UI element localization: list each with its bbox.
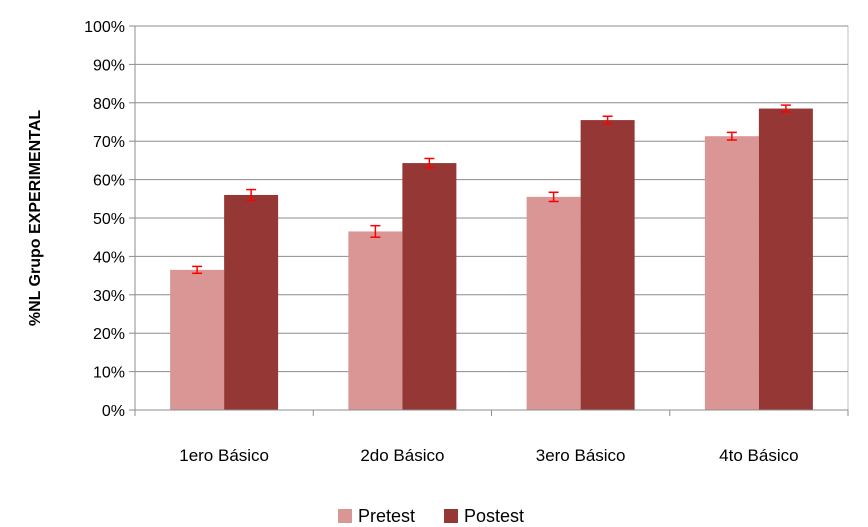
y-tick-label: 30% bbox=[93, 288, 125, 305]
bar-pretest bbox=[348, 231, 403, 410]
x-tick-label: 4to Básico bbox=[719, 446, 798, 465]
error-bars bbox=[192, 104, 791, 275]
bar-pretest bbox=[170, 269, 225, 410]
y-tick-label: 20% bbox=[93, 326, 125, 343]
bar-postest bbox=[580, 120, 635, 410]
y-tick-label: 60% bbox=[93, 173, 125, 190]
bars bbox=[170, 108, 813, 410]
legend: Pretest Postest bbox=[338, 506, 524, 526]
y-tick-label: 40% bbox=[93, 249, 125, 266]
bar-postest bbox=[758, 108, 813, 410]
x-axis-labels: 1ero Básico 2do Básico 3ero Básico 4to Bási… bbox=[179, 446, 798, 465]
bar-pretest bbox=[526, 196, 581, 410]
error-bar bbox=[246, 188, 257, 202]
y-tick-label: 90% bbox=[93, 57, 125, 74]
y-tick-label: 80% bbox=[93, 96, 125, 113]
legend-swatch bbox=[444, 509, 458, 523]
bar-postest bbox=[402, 163, 457, 410]
error-bar bbox=[192, 265, 203, 275]
error-bar bbox=[602, 115, 613, 125]
legend-item-pretest: Pretest bbox=[338, 506, 415, 526]
y-tick-label: 100% bbox=[84, 19, 125, 36]
error-bar bbox=[726, 131, 737, 141]
y-tick-label: 50% bbox=[93, 211, 125, 228]
bar-pretest bbox=[704, 136, 759, 410]
y-tick-label: 0% bbox=[102, 403, 125, 420]
error-bar bbox=[370, 224, 381, 238]
axes bbox=[134, 26, 849, 416]
x-tick-label: 1ero Básico bbox=[179, 446, 269, 465]
legend-label: Postest bbox=[464, 506, 524, 526]
x-tick-label: 3ero Básico bbox=[536, 446, 626, 465]
y-tick-label: 10% bbox=[93, 365, 125, 382]
error-bar bbox=[548, 191, 559, 203]
error-bar bbox=[780, 104, 791, 113]
y-axis-ticks: 0% 10% 20% 30% 40% 50% 60% 70% 80% 90% 100% bbox=[84, 19, 135, 420]
legend-item-postest: Postest bbox=[444, 506, 524, 526]
y-axis-title: %NL Grupo EXPERIMENTAL bbox=[27, 110, 44, 327]
error-bar bbox=[424, 157, 435, 169]
legend-swatch bbox=[338, 509, 352, 523]
bar-postest bbox=[224, 194, 279, 410]
x-tick-label: 2do Básico bbox=[360, 446, 444, 465]
y-tick-label: 70% bbox=[93, 134, 125, 151]
legend-label: Pretest bbox=[358, 506, 415, 526]
